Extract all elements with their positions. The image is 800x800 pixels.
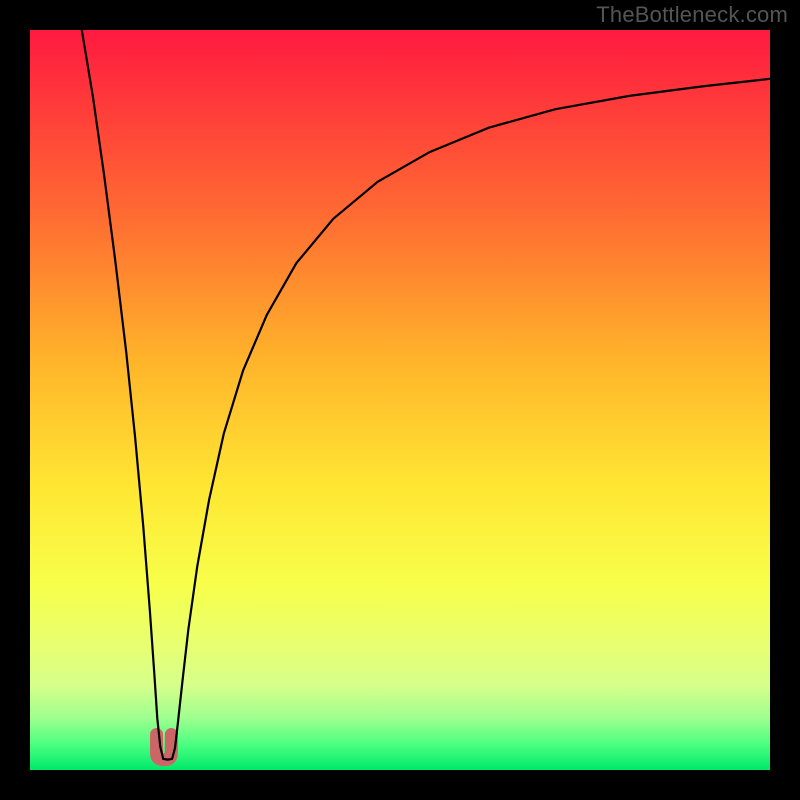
bottleneck-chart [0,0,800,800]
chart-background [30,30,770,770]
watermark-label: TheBottleneck.com [596,2,788,28]
